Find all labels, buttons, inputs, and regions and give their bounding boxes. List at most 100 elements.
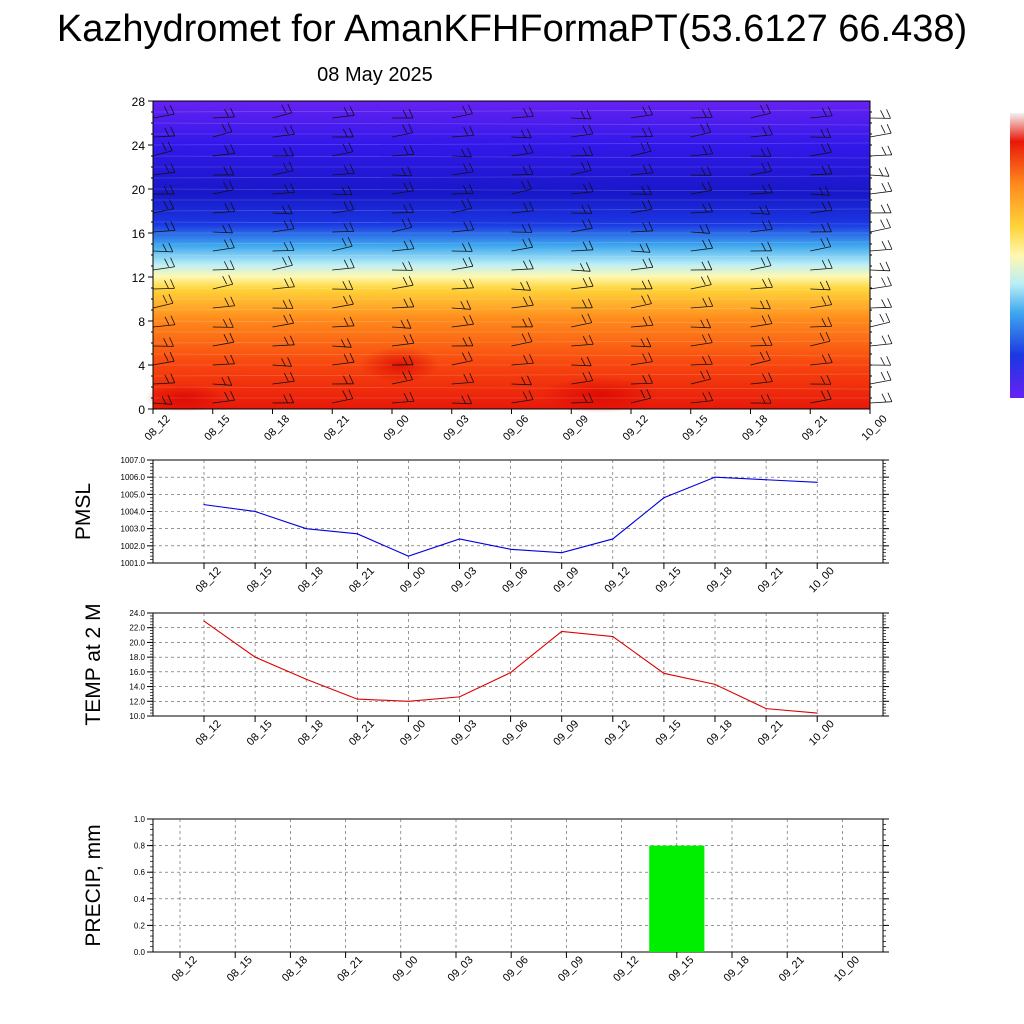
wind-barb-shaft (810, 193, 830, 196)
wind-barb-flag (460, 301, 466, 310)
wind-barb (869, 240, 893, 252)
wind-barb (332, 142, 354, 157)
wind-barb-flag (588, 146, 594, 156)
wind-barb-flag (767, 220, 773, 230)
wind-barb-flag (520, 282, 525, 291)
wind-barb-flag (881, 393, 887, 402)
x-tick-label: 08_12 (170, 954, 200, 984)
wind-barb-shaft (630, 361, 653, 366)
x-tick-label: 09_06 (500, 718, 530, 748)
wind-barb-flag (768, 278, 773, 288)
wind-barb-shaft (332, 245, 353, 252)
wind-barb-flag (403, 146, 409, 155)
wind-barb-flag (765, 350, 771, 361)
wind-barb-shaft (630, 303, 652, 309)
wind-barb-flag (230, 354, 235, 364)
wind-barb-flag (527, 332, 533, 342)
wind-barb (332, 258, 355, 271)
wind-barb-shaft (750, 112, 771, 119)
wind-barb-flag (700, 276, 706, 285)
y-tick-label: 1005.0 (121, 490, 146, 499)
wind-barb-shaft (152, 135, 175, 138)
wind-barb-flag (826, 237, 832, 247)
wind-barb (690, 333, 713, 347)
wind-barb-flag (467, 199, 473, 209)
wind-barb-flag (343, 223, 349, 232)
wind-barb-flag (582, 241, 588, 250)
wind-barb-flag (169, 199, 175, 209)
wind-barb-flag (349, 295, 354, 305)
wind-barb (152, 294, 174, 309)
wind-barb-flag (827, 106, 833, 116)
wind-barb-flag (700, 319, 706, 328)
wind-barb (750, 162, 773, 176)
wind-barb-shaft (511, 341, 533, 347)
wind-barb (152, 221, 176, 233)
x-tick-label: 09_00 (398, 565, 428, 595)
wind-barb-flag (702, 203, 707, 212)
wind-barb-flag (221, 377, 227, 386)
wind-barb-flag (230, 107, 235, 118)
x-tick-label: 09_03 (446, 954, 476, 984)
heatmap-field (153, 101, 870, 409)
wind-barb (511, 281, 531, 291)
wind-barb-shaft (630, 324, 654, 328)
wind-barb-flag (826, 389, 832, 400)
wind-barb-flag (708, 144, 714, 154)
wind-barb-flag (288, 161, 294, 171)
wind-barb-flag (886, 109, 891, 119)
wind-barb-flag (289, 393, 295, 403)
wind-barb-flag (527, 375, 532, 385)
wind-barb (272, 125, 295, 138)
wind-barb-shaft (152, 171, 175, 176)
wind-barb-flag (522, 166, 528, 175)
wind-barb-flag (706, 318, 712, 328)
wind-barb-flag (164, 222, 170, 231)
x-tick-label: 09_15 (680, 413, 710, 443)
wind-barb-flag (462, 337, 468, 346)
wind-barb-flag (283, 242, 289, 251)
wind-barb-flag (586, 109, 592, 120)
wind-barb-shaft (630, 266, 653, 271)
x-tick-label: 08_21 (322, 413, 352, 443)
wind-barb (152, 373, 176, 385)
heatmap-warm-core (145, 384, 225, 412)
wind-barb-flag (827, 164, 833, 174)
wind-barb-flag (523, 108, 528, 117)
wind-barb (869, 356, 892, 366)
wind-barb-flag (527, 180, 532, 190)
wind-barb (391, 181, 414, 195)
y-tick-label: 1007.0 (121, 456, 146, 465)
wind-barb-flag (290, 125, 295, 135)
wind-barb-flag (462, 105, 467, 114)
wind-barb-flag (821, 354, 827, 363)
wind-barb-shaft (571, 191, 594, 195)
wind-barb-flag (347, 185, 353, 196)
wind-barb-flag (341, 238, 347, 247)
wind-barb (451, 220, 475, 233)
wind-barb-flag (224, 203, 230, 212)
wind-barb-flag (887, 298, 892, 308)
wind-barb-flag (762, 126, 767, 135)
wind-barb-shaft (451, 307, 471, 310)
x-tick-label: 08_21 (347, 565, 377, 595)
wind-barb (391, 145, 415, 157)
wind-barb-flag (342, 390, 348, 399)
wind-barb (630, 105, 653, 119)
x-tick-label: 09_18 (722, 954, 752, 984)
wind-barb (869, 218, 891, 233)
wind-barb-shaft (630, 208, 653, 214)
wind-barb-flag (582, 372, 588, 381)
wind-barb-flag (646, 337, 652, 347)
colorbar (1010, 113, 1024, 398)
wind-barb-flag (230, 202, 236, 212)
wind-barb-flag (409, 334, 415, 344)
y-tick-label: 0 (138, 403, 145, 417)
precip-ylabel: PRECIP, mm (82, 824, 105, 946)
wind-barb-flag (283, 315, 289, 324)
wind-barb-shaft (332, 267, 355, 271)
wind-barb-flag (699, 225, 705, 234)
wind-barb-flag (586, 356, 592, 366)
wind-barb (869, 124, 892, 138)
wind-barb-flag (821, 318, 827, 327)
